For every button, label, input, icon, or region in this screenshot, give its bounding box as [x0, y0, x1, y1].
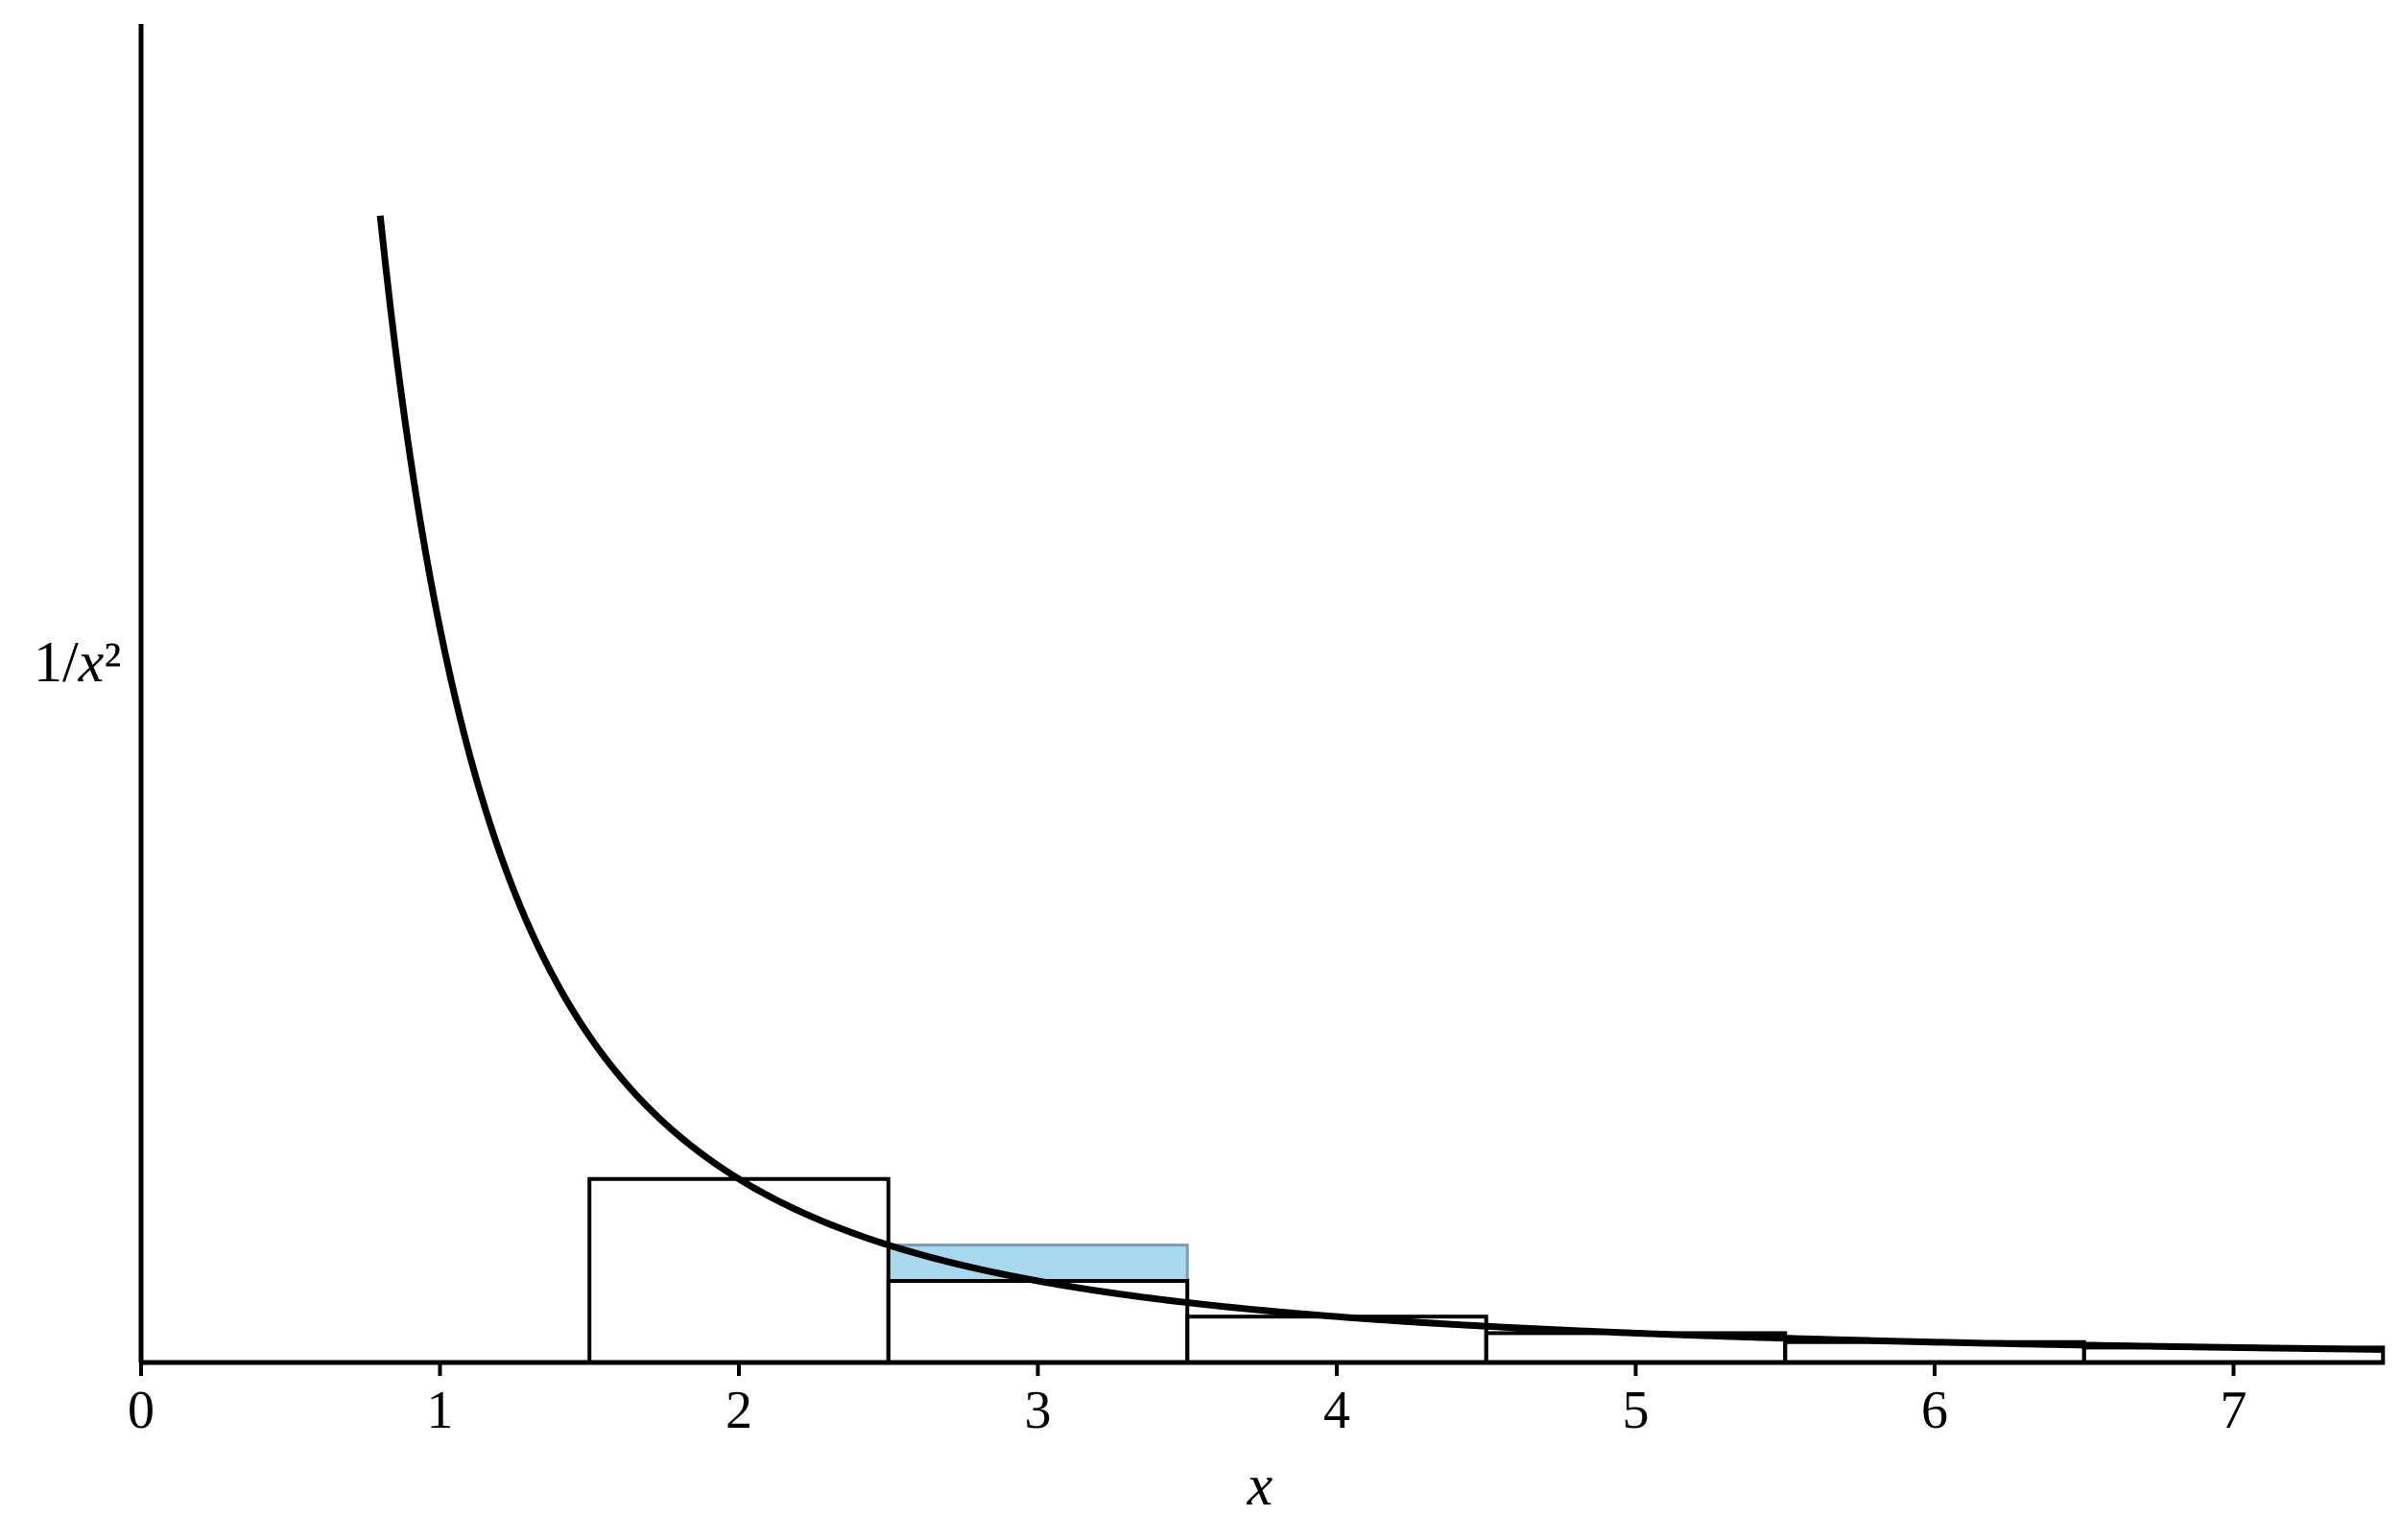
- x-tick-label: 3: [1025, 1381, 1052, 1440]
- x-tick-label: 2: [725, 1381, 752, 1440]
- rectangles-layer: [587, 1176, 2386, 1365]
- rectangle-1: [587, 1176, 891, 1364]
- x-tick-label: 0: [128, 1381, 155, 1440]
- highlight-layer: [887, 1244, 1189, 1283]
- axes-layer: [138, 24, 2385, 1365]
- x-tick-label: 4: [1323, 1381, 1350, 1440]
- x-ticks-layer: 0 1 2 3 4 5 6 7: [128, 1362, 2247, 1440]
- x-tick-label: 1: [427, 1381, 454, 1440]
- highlight-area: [887, 1244, 1189, 1283]
- curve-line: [376, 215, 2384, 1353]
- x-tick-label: 5: [1623, 1381, 1650, 1440]
- rectangle-2: [886, 1279, 1190, 1365]
- x-tick-label: 6: [1921, 1381, 1948, 1440]
- x-axis-label: x: [1247, 1454, 1273, 1517]
- x-tick-label: 7: [2221, 1381, 2247, 1440]
- y-axis-label: 1/x²: [34, 630, 121, 694]
